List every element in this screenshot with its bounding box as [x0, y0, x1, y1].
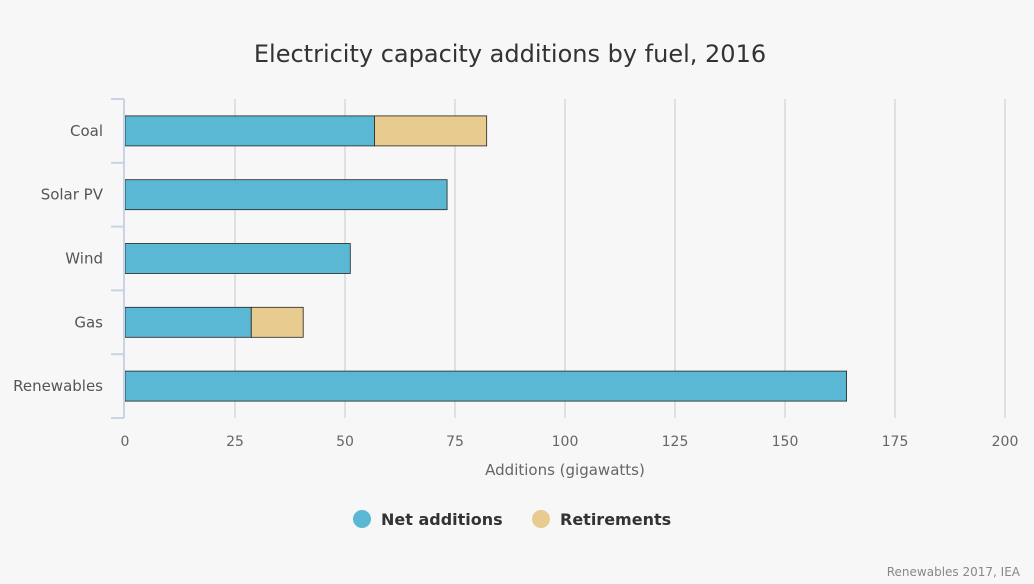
category-label: Coal — [70, 122, 103, 140]
bar-net-additions[interactable] — [124, 370, 847, 402]
legend: Net additions Retirements — [353, 510, 671, 529]
category-label: Gas — [74, 313, 103, 331]
x-tick-label: 175 — [882, 434, 909, 450]
x-tick-label: 50 — [336, 434, 354, 450]
x-axis-title: Additions (gigawatts) — [485, 461, 645, 479]
legend-marker[interactable] — [532, 510, 550, 528]
x-tick-label: 0 — [121, 434, 130, 450]
x-tick-label: 200 — [992, 434, 1019, 450]
bar-net-additions[interactable] — [124, 243, 351, 274]
x-tick-label: 150 — [772, 434, 799, 450]
category-label: Renewables — [13, 377, 103, 395]
bar-retirements[interactable] — [374, 115, 488, 147]
legend-label[interactable]: Net additions — [381, 510, 503, 529]
category-label: Solar PV — [41, 186, 104, 204]
bar-retirements[interactable] — [250, 306, 304, 338]
bar-net-additions[interactable] — [124, 115, 375, 147]
x-tick-label: 100 — [552, 434, 579, 450]
axes: 0 25 50 75 100 125 150 175 200 Coal Solar PV Wind Ga… — [13, 98, 1019, 450]
legend-label[interactable]: Retirements — [560, 510, 671, 529]
bars — [124, 115, 847, 402]
bar-net-additions[interactable] — [124, 179, 448, 211]
bar-net-additions[interactable] — [124, 306, 252, 338]
x-tick-label: 25 — [226, 434, 244, 450]
legend-marker[interactable] — [353, 510, 371, 528]
x-tick-label: 75 — [446, 434, 464, 450]
x-tick-label: 125 — [662, 434, 689, 450]
gridlines — [234, 99, 1006, 418]
chart-title: Electricity capacity additions by fuel, … — [254, 40, 766, 68]
credit-text: Renewables 2017, IEA — [887, 565, 1021, 579]
category-label: Wind — [65, 250, 103, 268]
